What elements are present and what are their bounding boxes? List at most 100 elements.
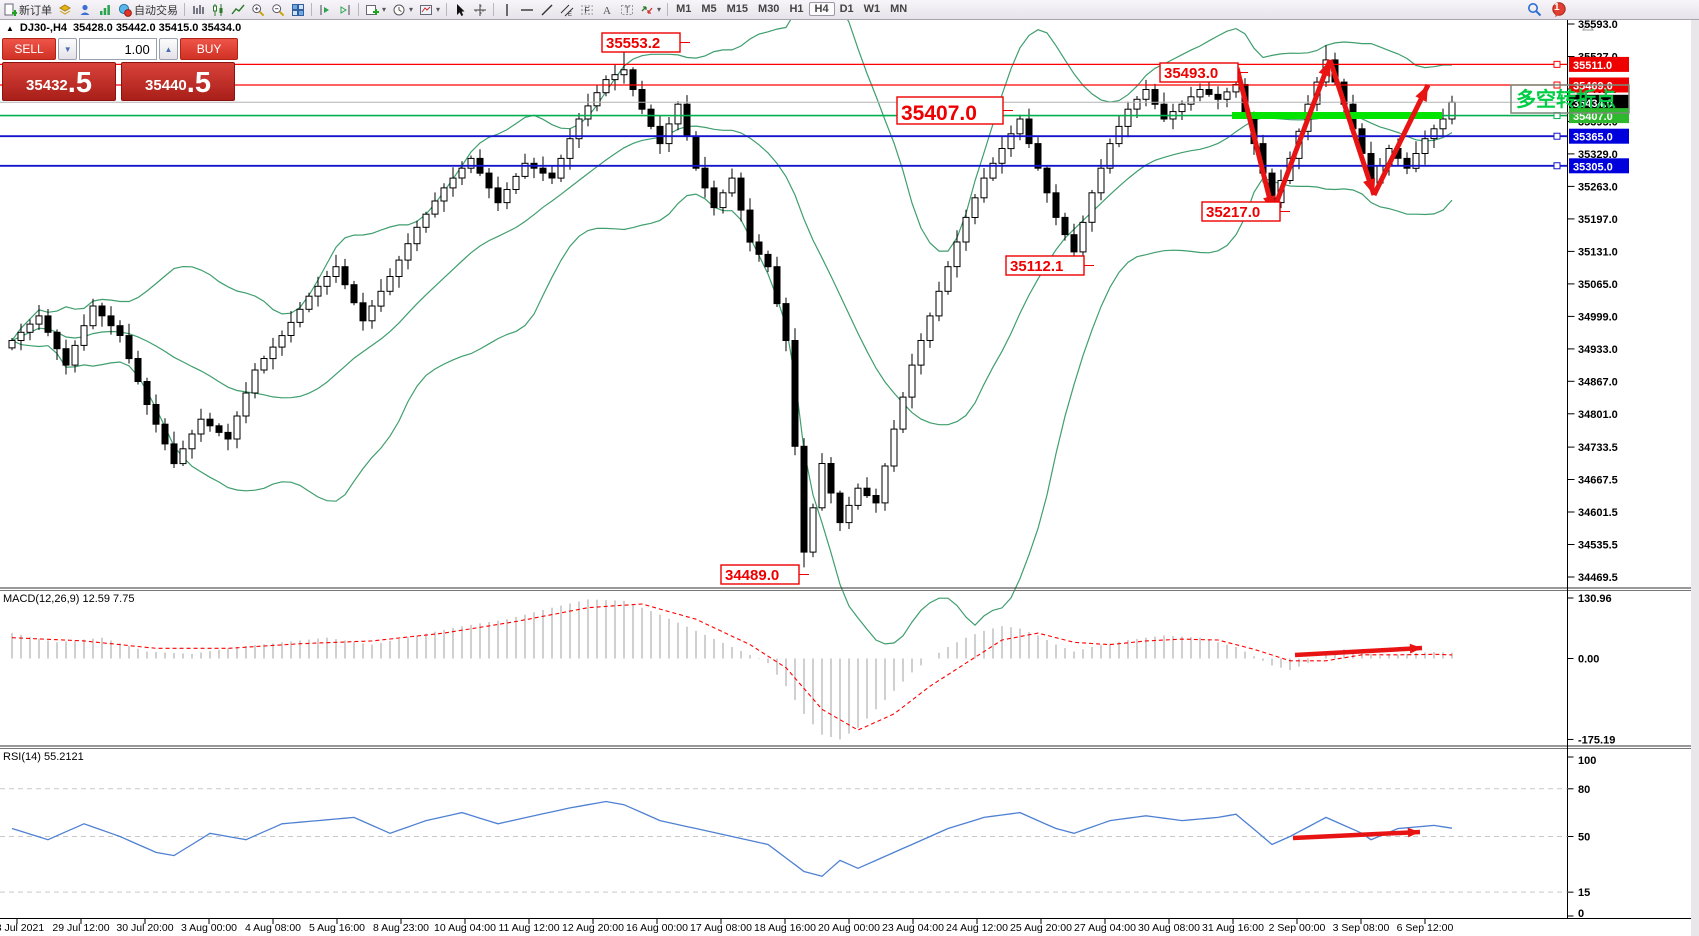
volume-input[interactable]: 1.00 [79, 38, 157, 60]
candle-body [44, 315, 52, 333]
candle-mode-button[interactable] [208, 1, 228, 18]
templates-button[interactable]: ▾ [416, 1, 443, 18]
profile-button[interactable] [75, 1, 95, 18]
signal-icon [100, 4, 110, 15]
candle-body [107, 315, 115, 327]
candle-body [1430, 128, 1438, 140]
dropdown-arrow-icon: ▾ [657, 5, 662, 14]
chart-shift-button[interactable] [335, 1, 355, 18]
timeframe-h1[interactable]: H1 [789, 3, 804, 15]
clock-icon [393, 4, 405, 15]
notification-button[interactable]: 1 [1548, 1, 1571, 18]
timeframe-m15[interactable]: M15 [726, 3, 749, 15]
volume-increase-button[interactable]: ▲ [158, 38, 179, 60]
vline-tool-button[interactable] [497, 1, 517, 18]
timeframe-m30[interactable]: M30 [758, 3, 780, 15]
svg-text:F: F [585, 6, 590, 15]
candle-body [233, 415, 241, 440]
signal-button[interactable] [95, 1, 115, 18]
candle-body [710, 187, 718, 209]
sell-button[interactable]: SELL [2, 38, 57, 60]
text-tool-button[interactable]: A [597, 1, 617, 18]
arrow-head [1415, 85, 1428, 102]
time-tick-label: 27 Aug 04:00 [1074, 922, 1136, 934]
label-tool-button[interactable]: T [617, 1, 637, 18]
candle-body [1178, 103, 1186, 113]
volume-decrease-button[interactable]: ▼ [58, 38, 78, 60]
candle-body [647, 108, 655, 127]
timeframe-mn[interactable]: MN [890, 3, 908, 15]
timeframe-m1[interactable]: M1 [676, 3, 692, 15]
toolbar-separator [358, 3, 359, 16]
trend-arrow-segment [1234, 67, 1276, 213]
trend-arrow-segment [1270, 59, 1333, 213]
candle-body [224, 431, 232, 440]
trendline-tool-button[interactable] [537, 1, 557, 18]
candle-body [395, 259, 403, 278]
line-mode-button[interactable] [228, 1, 248, 18]
sell-price-box[interactable]: 35432.5 [2, 62, 116, 101]
buy-price-box[interactable]: 35440.5 [121, 62, 235, 101]
crosshair-tool-button[interactable] [470, 1, 490, 18]
candle-body [368, 305, 376, 322]
svg-text:E: E [568, 12, 572, 17]
candle-body [539, 167, 547, 174]
indicators-button[interactable]: ▾ [362, 1, 389, 18]
candle-body [215, 425, 223, 433]
search-icon [1528, 3, 1542, 17]
candle-body [440, 187, 448, 202]
price-label-text: 35305.0 [1573, 161, 1613, 173]
zoom-in-button[interactable] [248, 1, 268, 18]
trendline-icon [541, 4, 553, 15]
bar-chart-mode-button[interactable] [188, 1, 208, 18]
candle-body [557, 157, 565, 179]
candle-body [116, 325, 124, 337]
candle-body [359, 302, 367, 322]
scroll-top-marker [1582, 22, 1594, 31]
autotrade-button[interactable]: 自动交易 [115, 1, 181, 18]
candle-body [1043, 167, 1051, 194]
chart-header: ▲ DJ30-,H4 35428.0 35442.0 35415.0 35434… [6, 22, 241, 34]
price-label-text: 35511.0 [1573, 60, 1612, 72]
hline-tool-button[interactable] [517, 1, 537, 18]
candle-body [548, 172, 556, 179]
zoom-out-button[interactable] [268, 1, 288, 18]
fibonacci-tool-button[interactable]: F [577, 1, 597, 18]
text-icon: A [603, 5, 611, 17]
timeframe-h4[interactable]: H4 [808, 2, 835, 16]
search-button[interactable] [1524, 1, 1545, 18]
candle-body [926, 315, 934, 341]
time-tick-label: 29 Jul 12:00 [52, 922, 109, 934]
buy-button[interactable]: BUY [180, 38, 238, 60]
time-tick-label: 23 Aug 04:00 [882, 922, 944, 934]
timeframe-m5[interactable]: M5 [701, 3, 717, 15]
candle-body [737, 177, 745, 211]
candle-body [1421, 138, 1429, 154]
tile-windows-button[interactable] [288, 1, 308, 18]
cursor-tool-button[interactable] [450, 1, 470, 18]
candle-body [404, 243, 412, 261]
time-tick-label: 25 Aug 20:00 [1010, 922, 1072, 934]
time-tick-label: 18 Aug 16:00 [754, 922, 816, 934]
timeframe-d1[interactable]: D1 [839, 3, 854, 15]
layers-button[interactable] [55, 1, 75, 18]
price-annotation-box [896, 96, 1004, 125]
price-tick-label: 34801.0 [1578, 409, 1618, 421]
time-tick-label: 2 Sep 00:00 [1269, 922, 1326, 934]
channel-tool-button[interactable]: E [557, 1, 577, 18]
candle-body [512, 175, 520, 190]
dropdown-arrow-icon: ▾ [409, 5, 414, 14]
profile-icon [80, 4, 90, 15]
price-tick-label: 34933.0 [1578, 344, 1618, 356]
candle-body [773, 266, 781, 305]
new-order-button[interactable]: 新订单 [0, 1, 55, 18]
candle-body [323, 276, 331, 287]
periods-button[interactable]: ▾ [389, 1, 416, 18]
zoom-in-icon [252, 3, 265, 16]
shapes-tool-button[interactable]: ▾ [637, 1, 664, 18]
auto-scroll-button[interactable] [315, 1, 335, 18]
candle-body [80, 325, 88, 346]
timeframe-w1[interactable]: W1 [863, 3, 881, 15]
